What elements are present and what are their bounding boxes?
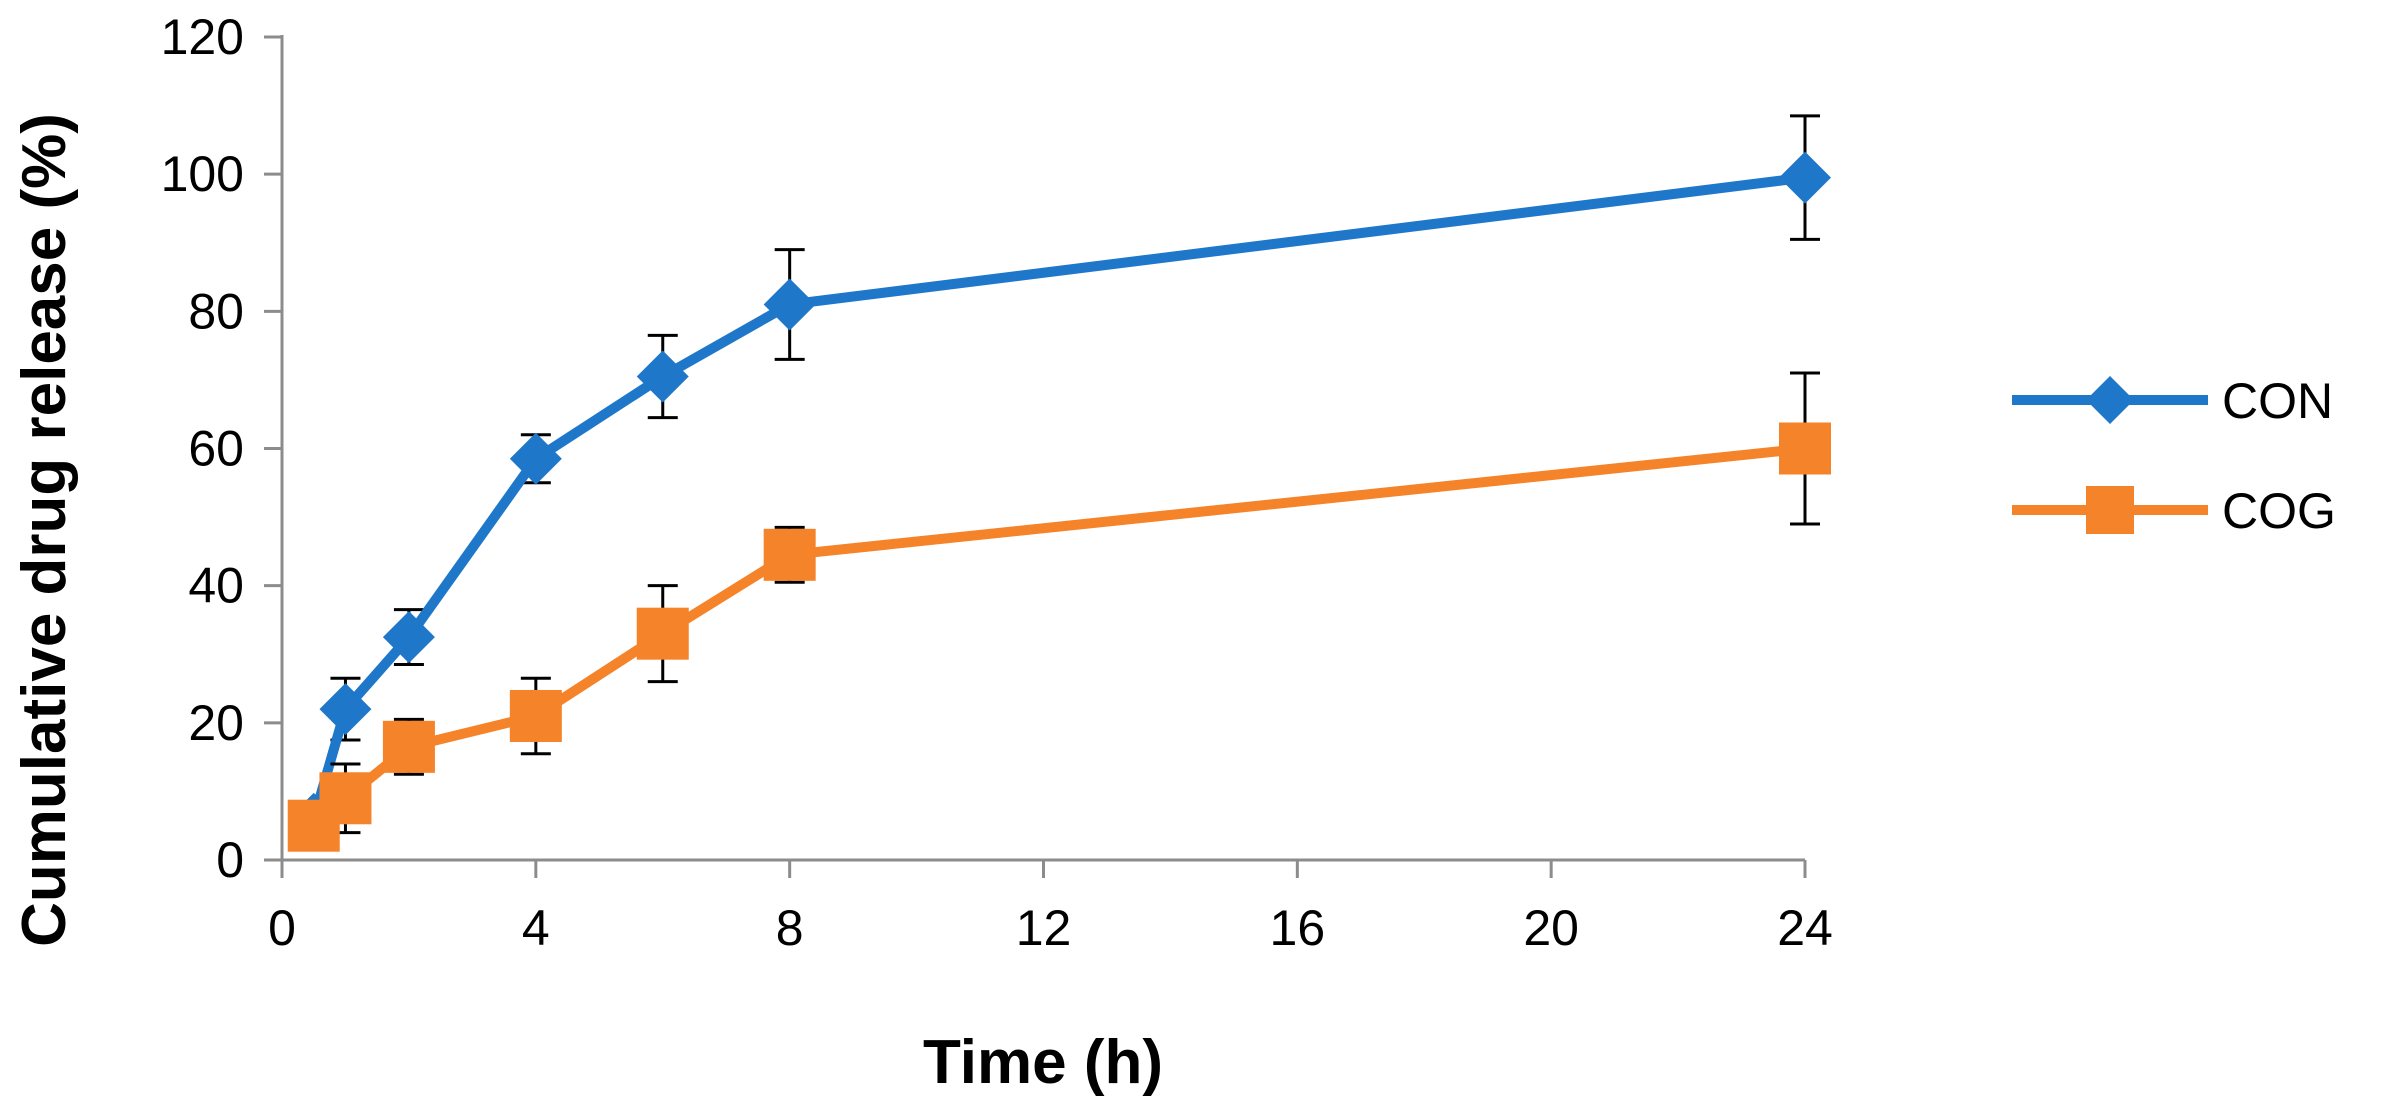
data-point xyxy=(763,528,816,581)
legend-item-con: CON xyxy=(2012,373,2333,429)
x-tick-label: 0 xyxy=(268,900,296,956)
y-axis-title: Cumulative drug release (%) xyxy=(10,113,79,947)
y-tick-label: 0 xyxy=(216,832,244,888)
y-tick-label: 100 xyxy=(161,146,244,202)
y-tick-label: 20 xyxy=(188,695,244,751)
x-tick-label: 16 xyxy=(1270,900,1326,956)
x-tick-label: 4 xyxy=(522,900,550,956)
data-point xyxy=(382,720,435,773)
legend-marker xyxy=(2086,486,2134,534)
data-point xyxy=(509,432,562,485)
data-point xyxy=(1779,151,1831,204)
plot-area xyxy=(287,114,1831,852)
x-tick-label: 24 xyxy=(1777,900,1833,956)
x-tick-label: 12 xyxy=(1016,900,1072,956)
series-cog xyxy=(287,371,1831,852)
y-tick-label: 120 xyxy=(161,9,244,65)
legend: CON COG xyxy=(2012,373,2336,539)
data-point xyxy=(636,607,689,660)
y-tick-label: 40 xyxy=(188,558,244,614)
data-point xyxy=(319,772,372,825)
series-line xyxy=(310,443,1806,830)
legend-label: COG xyxy=(2222,483,2336,539)
data-point xyxy=(763,278,816,331)
data-point xyxy=(636,350,689,403)
y-tick-label: 80 xyxy=(188,283,244,339)
x-axis-title: Time (h) xyxy=(923,1028,1163,1097)
y-tick-label: 60 xyxy=(188,421,244,477)
legend-item-cog: COG xyxy=(2012,483,2336,539)
data-point xyxy=(509,689,562,742)
data-point xyxy=(1779,422,1831,475)
x-tick-label: 20 xyxy=(1523,900,1579,956)
axes: 0 20 40 60 80 100 120 0 4 8 12 16 20 24 xyxy=(161,9,1833,956)
data-point xyxy=(382,611,435,664)
legend-marker xyxy=(2086,376,2134,424)
x-tick-label: 8 xyxy=(776,900,804,956)
data-point xyxy=(319,683,372,736)
legend-label: CON xyxy=(2222,373,2333,429)
